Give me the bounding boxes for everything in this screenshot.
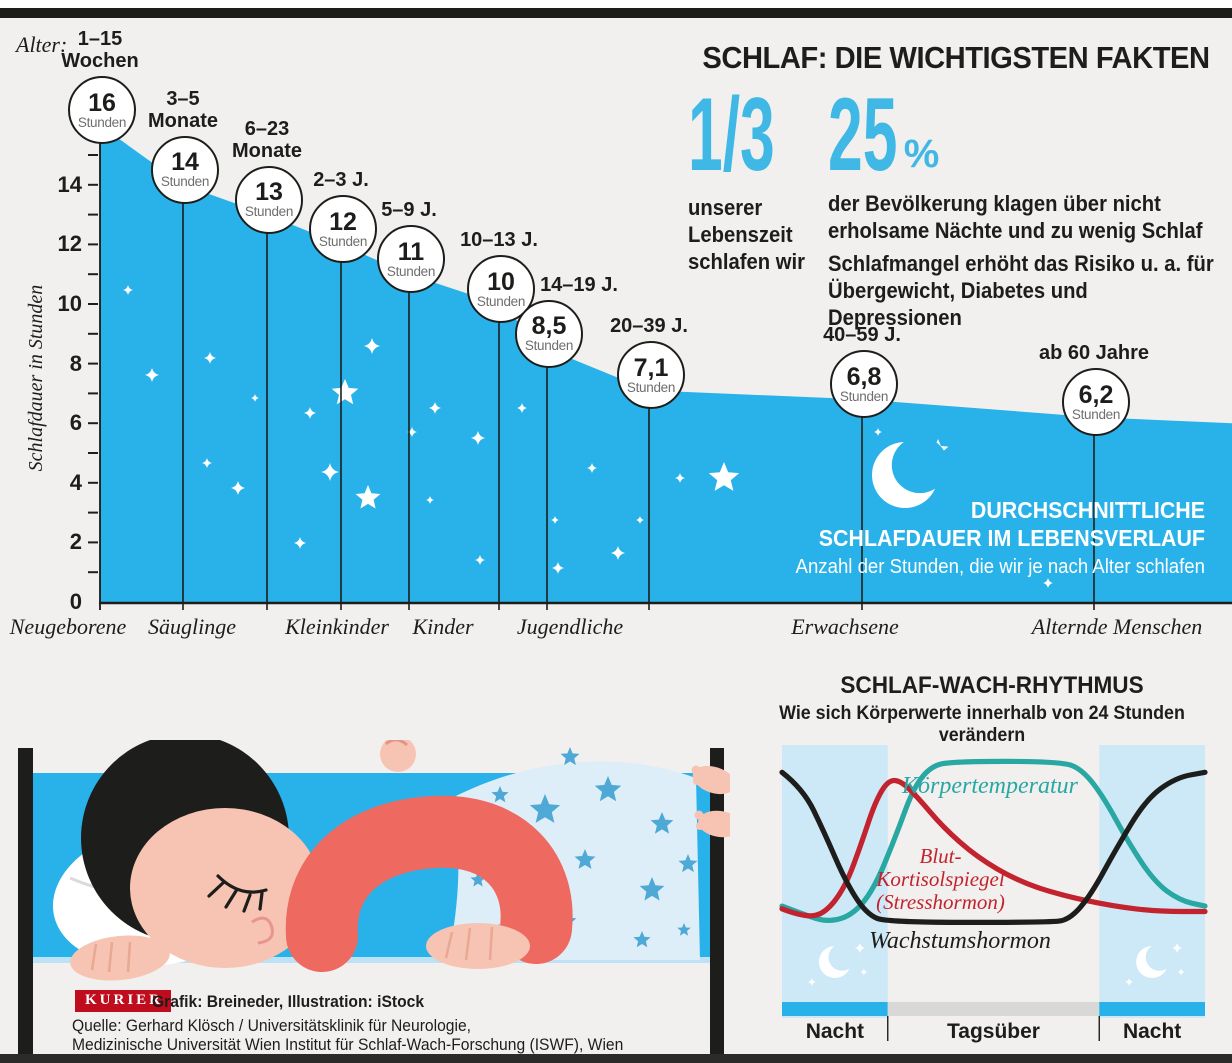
nose (380, 740, 416, 772)
bedpost-left (18, 748, 33, 1056)
stat-one-third-value: 1/3 (688, 77, 775, 193)
rhythm-chart-title: SCHLAF-WACH-RHYTHMUS (840, 672, 1144, 699)
stat-one-third: 1/3 (688, 77, 833, 193)
legend-body-temperature: Körpertemperatur (902, 773, 1078, 799)
stat-one-third-caption: unserer Lebenszeit schlafen wir (688, 195, 805, 274)
ear (251, 916, 274, 945)
sleep-deprivation-note: Schlafmangel erhöht das Risiko u. a. für… (828, 251, 1214, 330)
percent-sign: % (903, 132, 940, 176)
sleep-duration-area-chart (88, 125, 1232, 610)
curve (779, 777, 1208, 919)
legend-cortisol: Blut- Kortisolspiegel (Stresshormon) (876, 844, 1005, 914)
credit-graphic: Grafik: Breineder, Illustration: iStock (152, 992, 425, 1011)
chart-subtitle: Anzahl der Stunden, die wir je nach Alte… (795, 556, 1205, 578)
hand-right (426, 923, 530, 969)
age-axis-label: Alter: (16, 32, 68, 57)
pyjama-arm (285, 795, 573, 972)
bottom-border-bar (0, 1054, 1232, 1063)
curve (779, 769, 1208, 925)
top-border-bar (0, 8, 1232, 18)
page-title: SCHLAF: DIE WICHTIGSTEN FAKTEN (702, 40, 1210, 75)
chart-title: DURCHSCHNITTLICHE SCHLAFDAUER IM LEBENSV… (818, 497, 1205, 551)
stat-25-percent: 25 % (828, 77, 940, 193)
bedpost-right (710, 748, 724, 1056)
credit-source-line1: Quelle: Gerhard Klösch / Universitätskli… (72, 1016, 471, 1035)
legend-growth-hormone: Wachstumshormon (869, 928, 1051, 954)
rhythm-chart-subtitle: Wie sich Körperwerte innerhalb von 24 St… (779, 703, 1185, 746)
y-axis-title: Schlafdauer in Stunden (25, 284, 47, 472)
hand-left (70, 935, 170, 981)
sleep-area (100, 125, 1232, 602)
kurier-logo: KURIER (75, 990, 172, 1012)
stat-25-caption: der Bevölkerung klagen über nicht erhols… (828, 191, 1203, 243)
credit-source-line2: Medizinische Universität Wien Institut f… (72, 1035, 624, 1054)
stars (123, 285, 1053, 588)
stat-25-value: 25 (828, 77, 898, 193)
feet (691, 765, 730, 838)
sleeping-person-illustration (18, 740, 730, 1056)
curve (779, 758, 1208, 923)
sleep-wake-rhythm-chart (779, 745, 1208, 1041)
